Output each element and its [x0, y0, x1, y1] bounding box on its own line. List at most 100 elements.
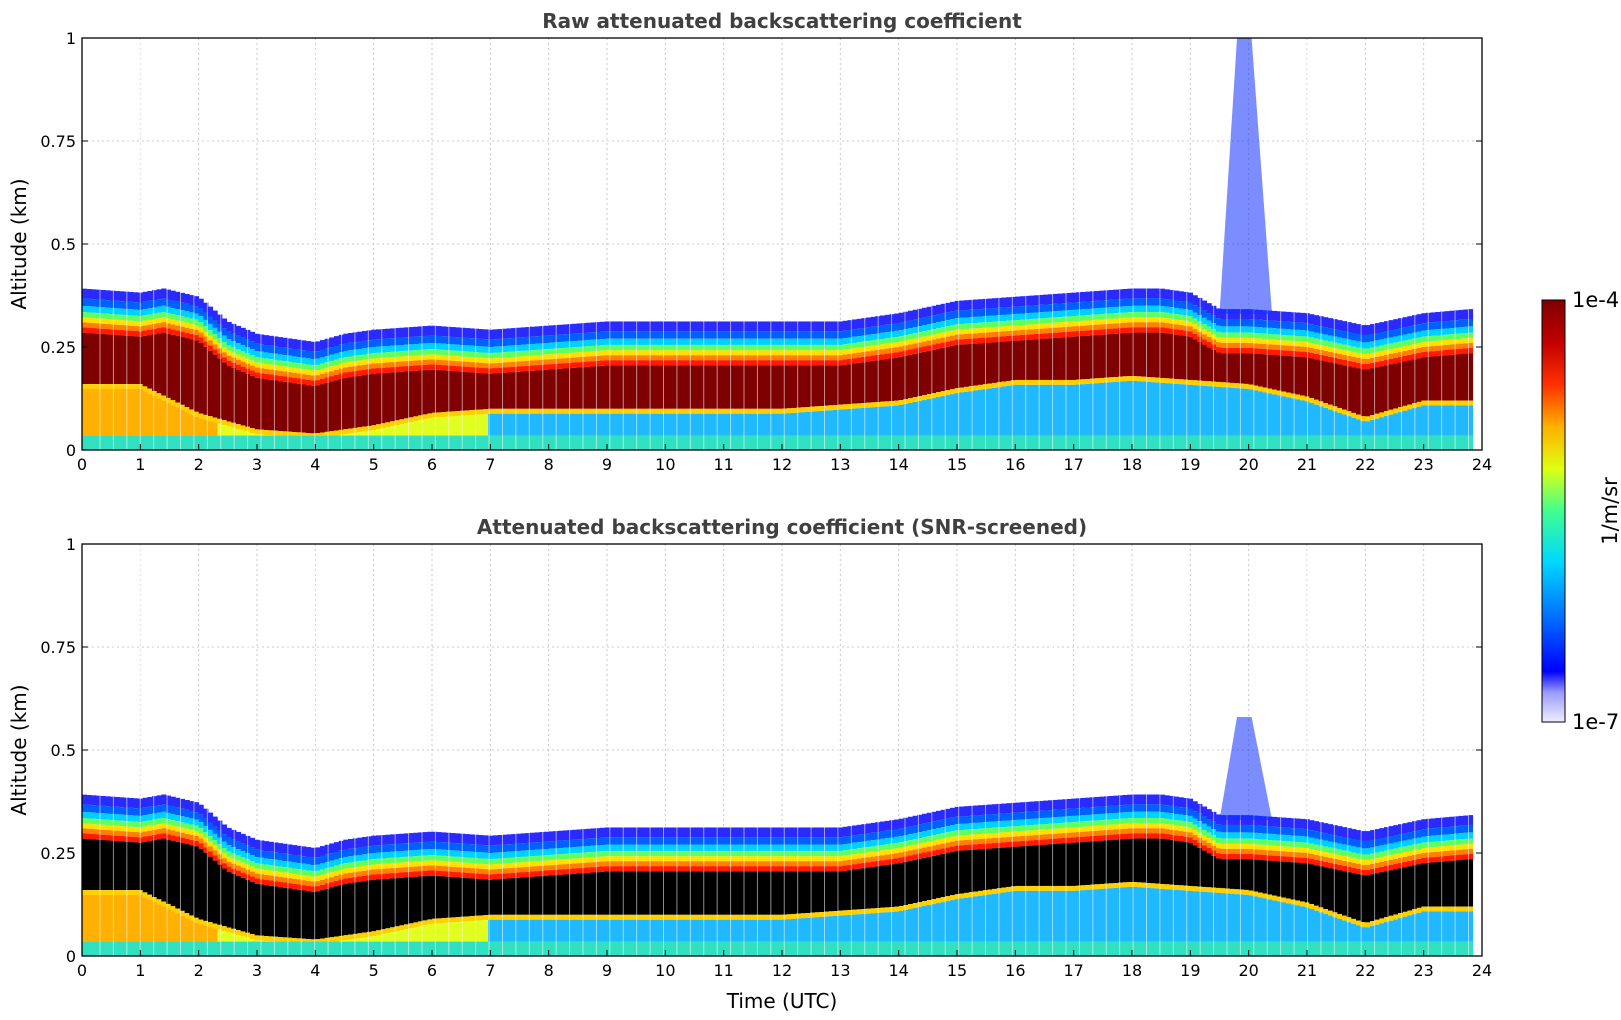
- backscatter-cell: [497, 868, 503, 874]
- backscatter-cell: [180, 310, 186, 317]
- backscatter-cell: [651, 338, 657, 345]
- profile-column: [1416, 314, 1422, 450]
- backscatter-cell: [1192, 305, 1198, 313]
- backscatter-cell: [950, 335, 956, 341]
- backscatter-cell: [1272, 328, 1278, 335]
- backscatter-cell: [506, 834, 512, 845]
- backscatter-cell: [800, 331, 806, 339]
- backscatter-cell: [287, 941, 293, 956]
- profile-column: [1449, 310, 1455, 450]
- backscatter-cell: [1468, 347, 1474, 354]
- backscatter-cell: [992, 321, 998, 328]
- backscatter-cell: [576, 413, 582, 436]
- dropout-line: [1052, 38, 1054, 450]
- backscatter-cell: [651, 435, 657, 450]
- backscatter-cell: [268, 870, 274, 876]
- backscatter-cell: [114, 300, 120, 309]
- profile-column: [287, 844, 293, 956]
- dropout-line: [676, 38, 678, 450]
- backscatter-cell: [726, 321, 732, 332]
- backscatter-cell: [1094, 435, 1100, 450]
- backscatter-cell: [1239, 318, 1245, 327]
- backscatter-cell: [525, 856, 531, 862]
- backscatter-cell: [1220, 318, 1226, 327]
- backscatter-cell: [82, 941, 88, 956]
- backscatter-cell: [287, 937, 293, 943]
- backscatter-cell: [758, 338, 764, 345]
- backscatter-cell: [744, 360, 750, 366]
- backscatter-cell: [1248, 389, 1254, 436]
- backscatter-cell: [814, 344, 820, 351]
- backscatter-cell: [483, 869, 489, 875]
- backscatter-cell: [254, 367, 260, 373]
- backscatter-cell: [110, 290, 116, 301]
- backscatter-cell: [646, 408, 652, 414]
- backscatter-cell: [721, 355, 727, 361]
- backscatter-cell: [236, 435, 242, 450]
- backscatter-cell: [488, 339, 494, 347]
- backscatter-cell: [208, 340, 214, 346]
- backscatter-cell: [478, 357, 484, 363]
- backscatter-cell: [259, 884, 265, 936]
- backscatter-cell: [497, 408, 503, 414]
- backscatter-cell: [119, 301, 125, 309]
- backscatter-cell: [226, 837, 232, 846]
- backscatter-cell: [1323, 350, 1329, 356]
- backscatter-cell: [1393, 435, 1399, 450]
- backscatter-cell: [936, 435, 942, 450]
- profile-column: [992, 298, 998, 450]
- x-tick-label: 17: [1063, 455, 1083, 474]
- backscatter-cell: [161, 906, 167, 942]
- backscatter-cell: [852, 319, 858, 330]
- backscatter-cell: [1202, 339, 1208, 345]
- backscatter-cell: [642, 321, 648, 332]
- backscatter-cell: [870, 326, 876, 335]
- backscatter-cell: [502, 919, 508, 942]
- backscatter-cell: [632, 355, 638, 361]
- backscatter-cell: [1183, 320, 1189, 326]
- backscatter-cell: [166, 313, 172, 319]
- backscatter-cell: [1267, 310, 1273, 321]
- backscatter-cell: [1276, 395, 1282, 436]
- backscatter-cell: [940, 327, 946, 333]
- profile-column: [1454, 310, 1460, 450]
- backscatter-cell: [119, 384, 125, 390]
- dropout-line: [1092, 38, 1094, 450]
- backscatter-cell: [898, 330, 904, 337]
- backscatter-cell: [296, 383, 302, 433]
- backscatter-cell: [814, 350, 820, 356]
- backscatter-cell: [698, 355, 704, 361]
- backscatter-cell: [343, 434, 349, 436]
- backscatter-cell: [390, 338, 396, 346]
- backscatter-cell: [362, 359, 368, 365]
- backscatter-cell: [1244, 388, 1250, 436]
- backscatter-cell: [1388, 353, 1394, 359]
- backscatter-cell: [320, 384, 326, 433]
- backscatter-cell: [366, 353, 372, 360]
- backscatter-cell: [1342, 365, 1348, 410]
- backscatter-cell: [334, 346, 340, 354]
- backscatter-cell: [436, 870, 442, 877]
- backscatter-cell: [1402, 340, 1408, 347]
- backscatter-cell: [1132, 298, 1138, 306]
- backscatter-cell: [814, 360, 820, 366]
- backscatter-cell: [1262, 348, 1268, 355]
- backscatter-cell: [161, 838, 167, 902]
- backscatter-cell: [600, 413, 606, 436]
- backscatter-cell: [1001, 297, 1007, 308]
- backscatter-cell: [1384, 331, 1390, 339]
- backscatter-cell: [110, 820, 116, 826]
- backscatter-cell: [1024, 319, 1030, 325]
- profile-column: [385, 328, 391, 450]
- backscatter-cell: [474, 834, 480, 845]
- backscatter-cell: [357, 847, 363, 855]
- backscatter-cell: [128, 836, 134, 843]
- profile-column: [506, 328, 512, 450]
- profile-column: [1164, 289, 1170, 450]
- profile-column: [1262, 310, 1268, 450]
- backscatter-cell: [362, 426, 368, 432]
- backscatter-cell: [343, 333, 349, 344]
- backscatter-cell: [469, 415, 475, 436]
- backscatter-cell: [618, 435, 624, 450]
- backscatter-cell: [534, 360, 540, 366]
